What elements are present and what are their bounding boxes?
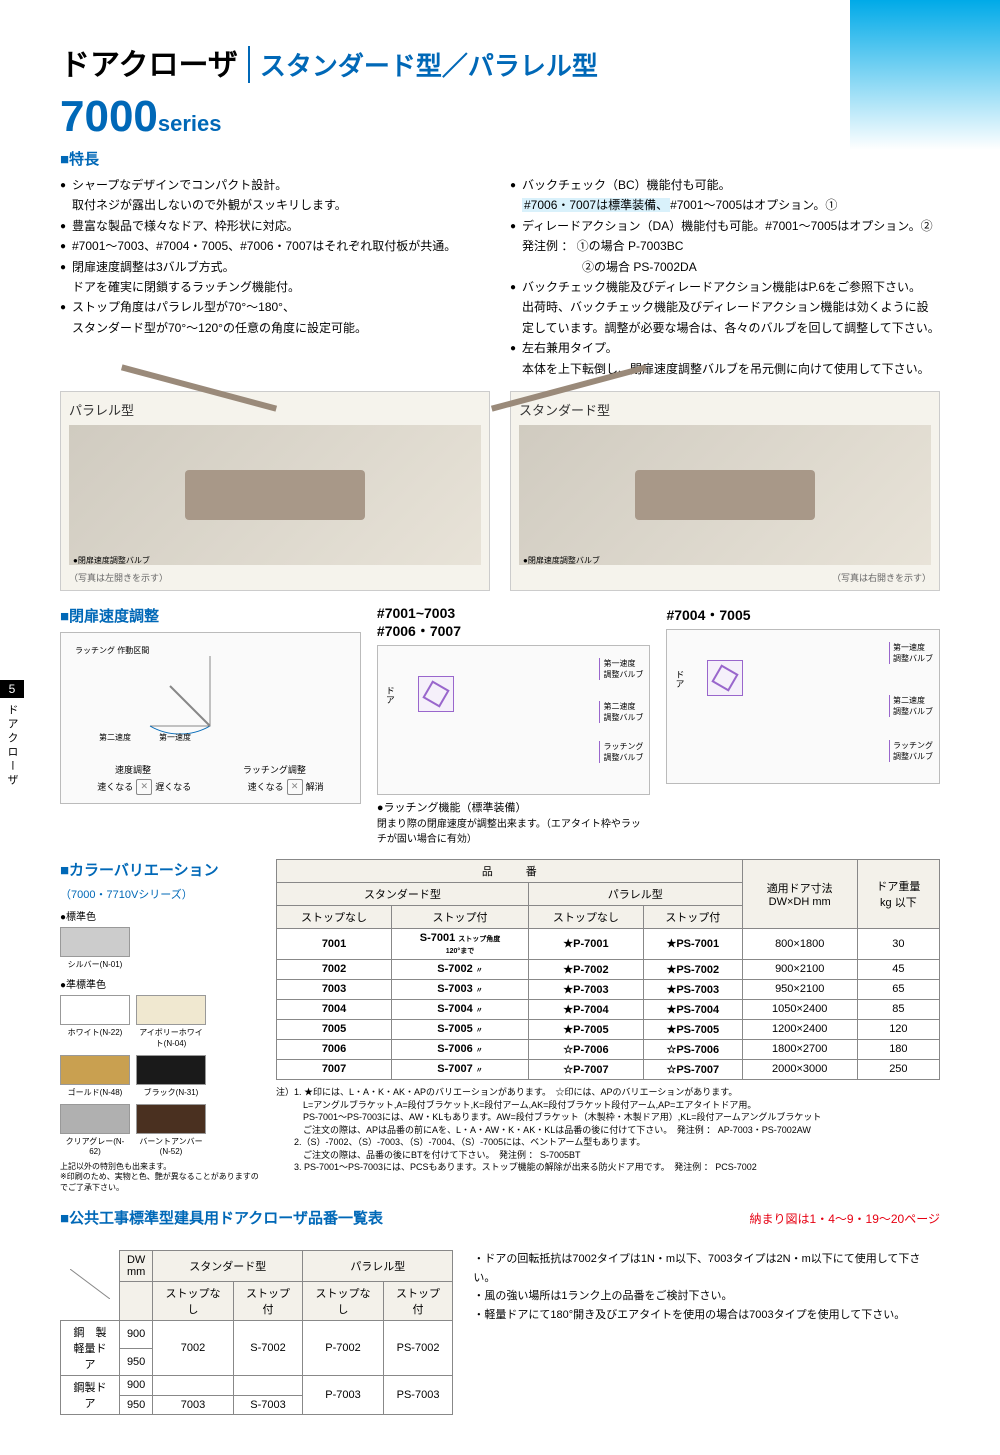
table-row: 7002S-7002〃★P-7002★PS-7002900×210045 bbox=[277, 959, 940, 979]
speed-adjust-label: ■閉扉速度調整 bbox=[60, 605, 361, 626]
feature-item: 閉扉速度調整は3バルブ方式。 ドアを確実に閉鎖するラッチング機能付。 bbox=[60, 257, 490, 298]
series-name: 7000series bbox=[60, 92, 940, 142]
table-row: 7001S-7001ストップ角度 120°まで★P-7001★PS-700180… bbox=[277, 928, 940, 959]
valve-group1-title: #7001~7003 #7006・7007 bbox=[377, 605, 651, 641]
feature-item: #7001～7003、#7004・7005、#7006・7007はそれぞれ取付板… bbox=[60, 236, 490, 256]
table-row: 7004S-7004〃★P-7004★PS-70041050×240085 bbox=[277, 999, 940, 1019]
color-swatch: アイボリーホワイト(N-04) bbox=[136, 995, 206, 1049]
feature-item: ディレードアクション（DA）機能付も可能。#7001～7005はオプション。② … bbox=[510, 216, 940, 277]
color-swatch: ゴールド(N-48) bbox=[60, 1055, 130, 1098]
color-semi-label: ●準標準色 bbox=[60, 976, 260, 991]
table-row: 7003S-7003〃★P-7003★PS-7003950×210065 bbox=[277, 979, 940, 999]
features-left: シャープなデザインでコンパクト設計。 取付ネジが露出しないので外観がスッキリしま… bbox=[60, 175, 490, 379]
latching-label: ●ラッチング機能（標準装備） bbox=[377, 799, 651, 815]
speed-adjust-diagram: ラッチング 作動区間 第二速度 第一速度 速度調整 ラッチング調整 速くなる✕遅… bbox=[60, 632, 361, 804]
public-note-item: ・ドアの回転抵抗は7002タイプは1N・m以下、7003タイプは2N・m以下にて… bbox=[473, 1250, 940, 1287]
table-notes: 注）1. ★印には、L・A・K・AK・APのバリエーションがあります。 ☆印には… bbox=[276, 1086, 940, 1174]
color-sublabel: （7000・7710Vシリーズ） bbox=[60, 886, 260, 902]
color-swatch: シルバー(N-01) bbox=[60, 927, 130, 970]
public-label: ■公共工事標準型建具用ドアクローザ品番一覧表 bbox=[60, 1207, 383, 1228]
feature-item: 豊富な製品で様々なドア、枠形状に対応。 bbox=[60, 216, 490, 236]
valve-diagram-1: ドア 第一速度 調整バルブ 第二速度 調整バルブ ラッチング 調整バルブ bbox=[377, 645, 651, 795]
color-swatch: ホワイト(N-22) bbox=[60, 995, 130, 1049]
feature-item: 左右兼用タイプ。 本体を上下転倒し、閉扉速度調整バルブを吊元側に向けて使用して下… bbox=[510, 338, 940, 379]
public-note-item: ・風の強い場所は1ランク上の品番をご検討下さい。 bbox=[473, 1287, 940, 1306]
color-note: 上記以外の特別色も出来ます。 ※印刷のため、実物と色、艶が異なることがありますの… bbox=[60, 1162, 260, 1193]
photo-parallel: パラレル型 ●閉扉速度調整バルブ （写真は左開きを示す） bbox=[60, 391, 490, 591]
page-ref: 納まり図は1・4～9・19～20ページ bbox=[750, 1210, 940, 1227]
page-subtitle: スタンダード型／パラレル型 bbox=[248, 46, 598, 83]
color-std-label: ●標準色 bbox=[60, 908, 260, 923]
public-note-item: ・軽量ドアにて180°開き及びエアタイトを使用の場合は7003タイプを使用して下… bbox=[473, 1306, 940, 1325]
latching-note: 閉まり際の閉扉速度が調整出来ます。（エアタイト枠やラッチが固い場合に有効） bbox=[377, 815, 651, 845]
feature-item: ストップ角度はパラレル型が70°～180°、 スタンダード型が70°～120°の… bbox=[60, 297, 490, 338]
feature-item: バックチェック機能及びディレードアクション機能はP.6をご参照下さい。 出荷時、… bbox=[510, 277, 940, 338]
table-row: 7006S-7006〃☆P-7006☆PS-70061800×2700180 bbox=[277, 1039, 940, 1059]
valve-group2-title: #7004・7005 bbox=[666, 605, 940, 625]
table-row: 7007S-7007〃☆P-7007☆PS-70072000×3000250 bbox=[277, 1059, 940, 1079]
feature-item: バックチェック（BC）機能付も可能。#7006・7007は標準装備、#7001～… bbox=[510, 175, 940, 216]
feature-item: シャープなデザインでコンパクト設計。 取付ネジが露出しないので外観がスッキリしま… bbox=[60, 175, 490, 216]
public-notes: ・ドアの回転抵抗は7002タイプは1N・m以下、7003タイプは2N・m以下にて… bbox=[473, 1250, 940, 1325]
photo-standard: スタンダード型 ●閉扉速度調整バルブ （写真は右開きを示す） bbox=[510, 391, 940, 591]
product-table: 品 番 適用ドア寸法 DW×DH mm ドア重量 kg 以下 スタンダード型 パ… bbox=[276, 859, 940, 1080]
color-swatch: バーントアンバー(N-52) bbox=[136, 1104, 206, 1156]
color-swatch: ブラック(N-31) bbox=[136, 1055, 206, 1098]
page-title: ドアクローザ bbox=[60, 40, 238, 84]
features-label: ■特長 bbox=[60, 148, 940, 169]
valve-diagram-2: ドア 第一速度 調整バルブ 第二速度 調整バルブ ラッチング 調整バルブ bbox=[666, 629, 940, 784]
public-table: DW mm スタンダード型 パラレル型 ストップなしストップ付 ストップなしスト… bbox=[60, 1250, 453, 1415]
table-row: 7005S-7005〃★P-7005★PS-70051200×2400120 bbox=[277, 1019, 940, 1039]
features-right: バックチェック（BC）機能付も可能。#7006・7007は標準装備、#7001～… bbox=[510, 175, 940, 379]
color-swatch: クリアグレー(N-62) bbox=[60, 1104, 130, 1156]
color-label: ■カラーバリエーション bbox=[60, 859, 260, 880]
